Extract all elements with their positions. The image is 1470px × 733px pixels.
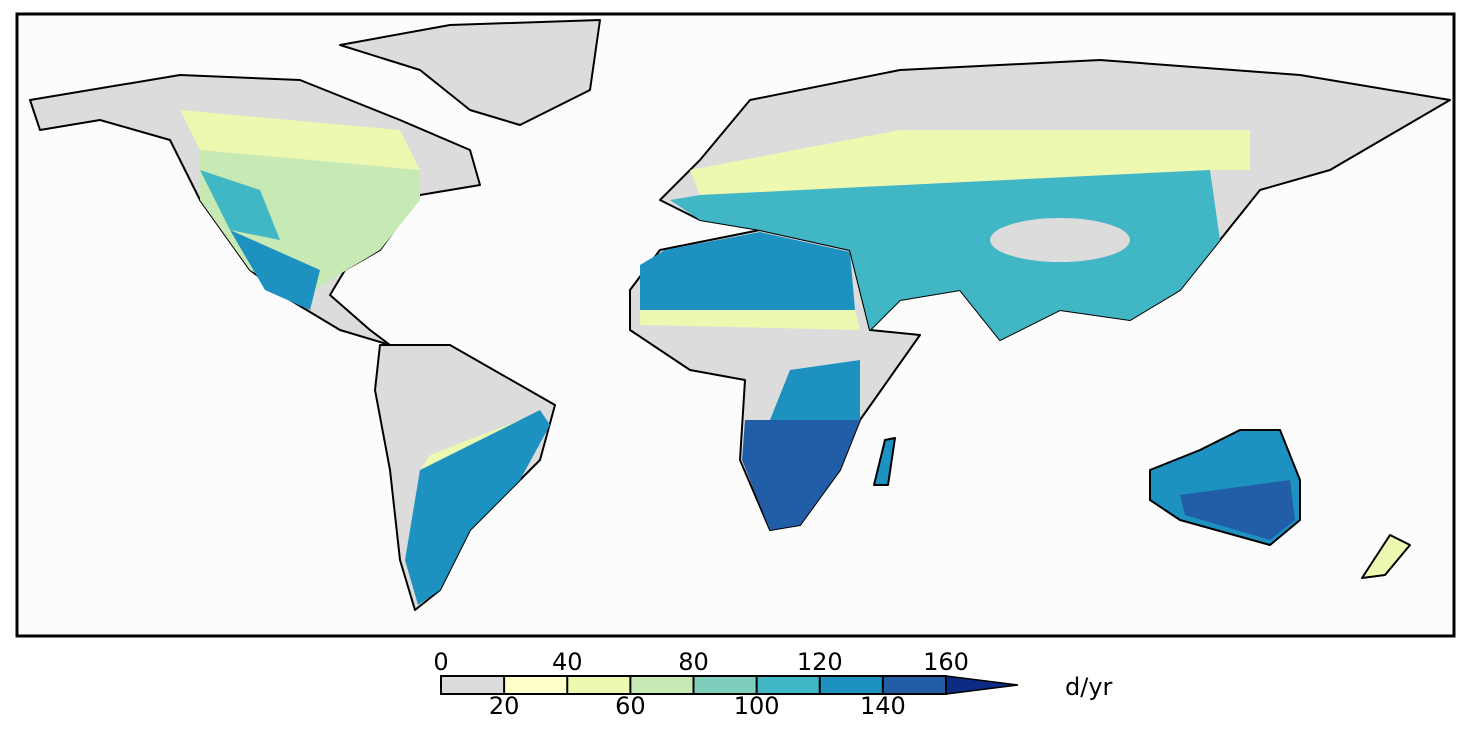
colorbar-tick-label: 120 — [797, 648, 843, 676]
west-us-shade — [200, 170, 280, 240]
color-extension — [945, 675, 1019, 695]
tibet-shade — [990, 218, 1130, 262]
south-america-shade — [405, 410, 550, 605]
color-bin — [504, 676, 568, 694]
eurasia-shade — [690, 130, 1250, 195]
colorbar-tick-label: 160 — [923, 648, 969, 676]
southern-africa-shade — [742, 420, 860, 530]
color-bin — [819, 676, 883, 694]
colorbar-tick-label: 80 — [678, 648, 709, 676]
colorbar-tick-label: 100 — [734, 692, 780, 720]
new-zealand — [1361, 534, 1411, 579]
south-america-shade — [420, 410, 540, 470]
colorbar-tick-label: 60 — [615, 692, 646, 720]
mexico-shade — [230, 230, 320, 310]
colorbar-tick-label: 20 — [489, 692, 520, 720]
colorbar-tick-label: 0 — [433, 648, 448, 676]
colorbar-tick-label: 140 — [860, 692, 906, 720]
sahel-shade — [640, 310, 860, 330]
australia-shade — [1180, 480, 1295, 540]
colorbar-tick-label: 40 — [552, 648, 583, 676]
madagascar — [873, 437, 896, 486]
greenland — [339, 19, 601, 126]
colorbar: 0 20 40 60 80 100 120 140 160 — [433, 648, 1019, 720]
north-america-shade — [180, 110, 420, 170]
color-bin — [630, 676, 694, 694]
color-bin — [693, 676, 757, 694]
colorbar-unit: d/yr — [1065, 673, 1113, 701]
sahara-shade — [640, 232, 855, 310]
map — [29, 19, 1451, 611]
east-africa-shade — [770, 360, 860, 420]
color-bin — [882, 676, 946, 694]
eurasia-shade — [670, 170, 1220, 340]
color-bin — [567, 676, 631, 694]
color-bin — [756, 676, 820, 694]
color-bin — [441, 676, 505, 694]
